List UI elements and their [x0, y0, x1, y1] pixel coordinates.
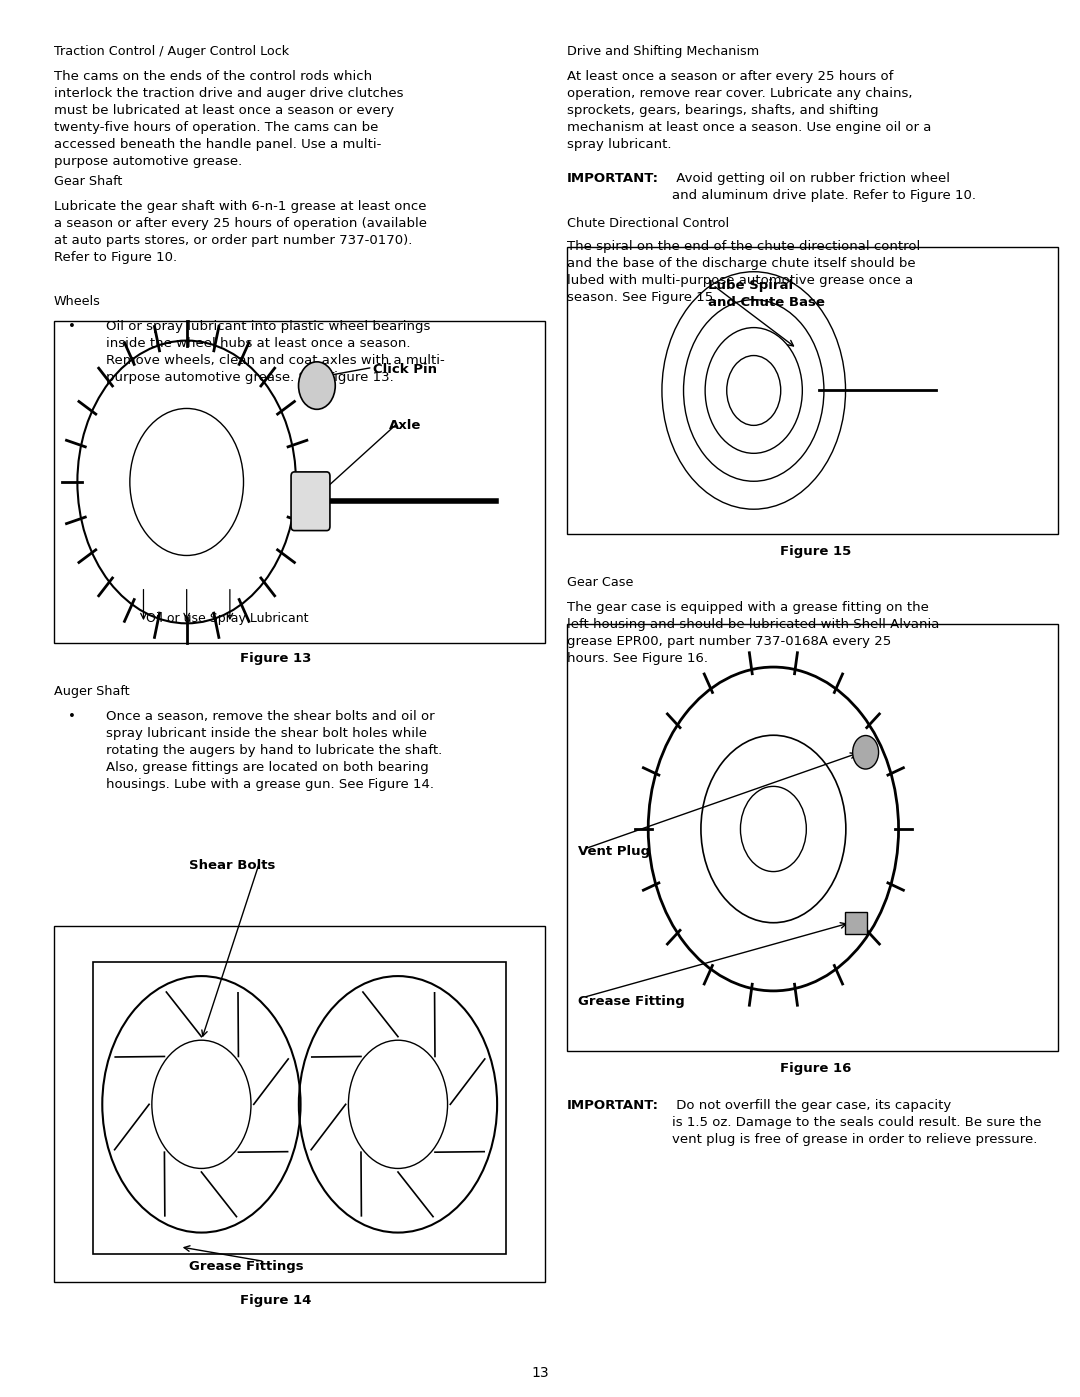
Text: Oil or spray lubricant into plastic wheel bearings
inside the wheel hubs at leas: Oil or spray lubricant into plastic whee…	[106, 320, 445, 384]
Text: Chute Directional Control: Chute Directional Control	[567, 217, 729, 229]
Text: Figure 16: Figure 16	[780, 1062, 851, 1074]
Text: Once a season, remove the shear bolts and oil or
spray lubricant inside the shea: Once a season, remove the shear bolts an…	[106, 710, 442, 791]
FancyBboxPatch shape	[292, 472, 330, 531]
Text: Avoid getting oil on rubber friction wheel
and aluminum drive plate. Refer to Fi: Avoid getting oil on rubber friction whe…	[672, 172, 975, 201]
Text: Grease Fitting: Grease Fitting	[578, 995, 685, 1007]
Text: Axle: Axle	[389, 419, 421, 432]
Circle shape	[298, 362, 335, 409]
Text: The spiral on the end of the chute directional control
and the base of the disch: The spiral on the end of the chute direc…	[567, 240, 920, 305]
Text: Lubricate the gear shaft with 6-n-1 grease at least once
a season or after every: Lubricate the gear shaft with 6-n-1 grea…	[54, 200, 427, 264]
Text: 13: 13	[531, 1366, 549, 1380]
Text: •: •	[68, 710, 76, 722]
Bar	[845, 912, 866, 935]
Bar	[54, 926, 545, 1282]
Text: IMPORTANT:: IMPORTANT:	[567, 1099, 659, 1112]
Text: Drive and Shifting Mechanism: Drive and Shifting Mechanism	[567, 45, 759, 57]
Text: Do not overfill the gear case, its capacity
is 1.5 oz. Damage to the seals could: Do not overfill the gear case, its capac…	[672, 1099, 1041, 1147]
Text: IMPORTANT:: IMPORTANT:	[567, 172, 659, 184]
Text: Shear Bolts: Shear Bolts	[189, 859, 275, 872]
Text: Gear Case: Gear Case	[567, 576, 633, 588]
Bar	[93, 961, 507, 1255]
Text: Click Pin: Click Pin	[373, 363, 436, 376]
Text: The gear case is equipped with a grease fitting on the
left housing and should b: The gear case is equipped with a grease …	[567, 601, 940, 665]
Text: Gear Shaft: Gear Shaft	[54, 175, 122, 187]
Text: Traction Control / Auger Control Lock: Traction Control / Auger Control Lock	[54, 45, 289, 57]
Text: Oil or use Spray Lubricant: Oil or use Spray Lubricant	[146, 612, 308, 624]
Text: Auger Shaft: Auger Shaft	[54, 685, 130, 697]
Text: Vent Plug: Vent Plug	[578, 845, 650, 858]
Bar	[567, 247, 1058, 534]
Text: •: •	[68, 320, 76, 332]
Text: At least once a season or after every 25 hours of
operation, remove rear cover. : At least once a season or after every 25…	[567, 70, 931, 151]
Text: Grease Fittings: Grease Fittings	[189, 1260, 303, 1273]
Bar	[567, 624, 1058, 1051]
Text: Wheels: Wheels	[54, 295, 100, 307]
Text: Figure 13: Figure 13	[240, 652, 311, 665]
Text: Figure 14: Figure 14	[240, 1294, 311, 1306]
Text: Figure 15: Figure 15	[780, 545, 851, 557]
Text: The cams on the ends of the control rods which
interlock the traction drive and : The cams on the ends of the control rods…	[54, 70, 404, 168]
Bar	[54, 321, 545, 643]
Circle shape	[853, 736, 879, 770]
Text: Lube Spiral
and Chute Base: Lube Spiral and Chute Base	[708, 279, 825, 309]
